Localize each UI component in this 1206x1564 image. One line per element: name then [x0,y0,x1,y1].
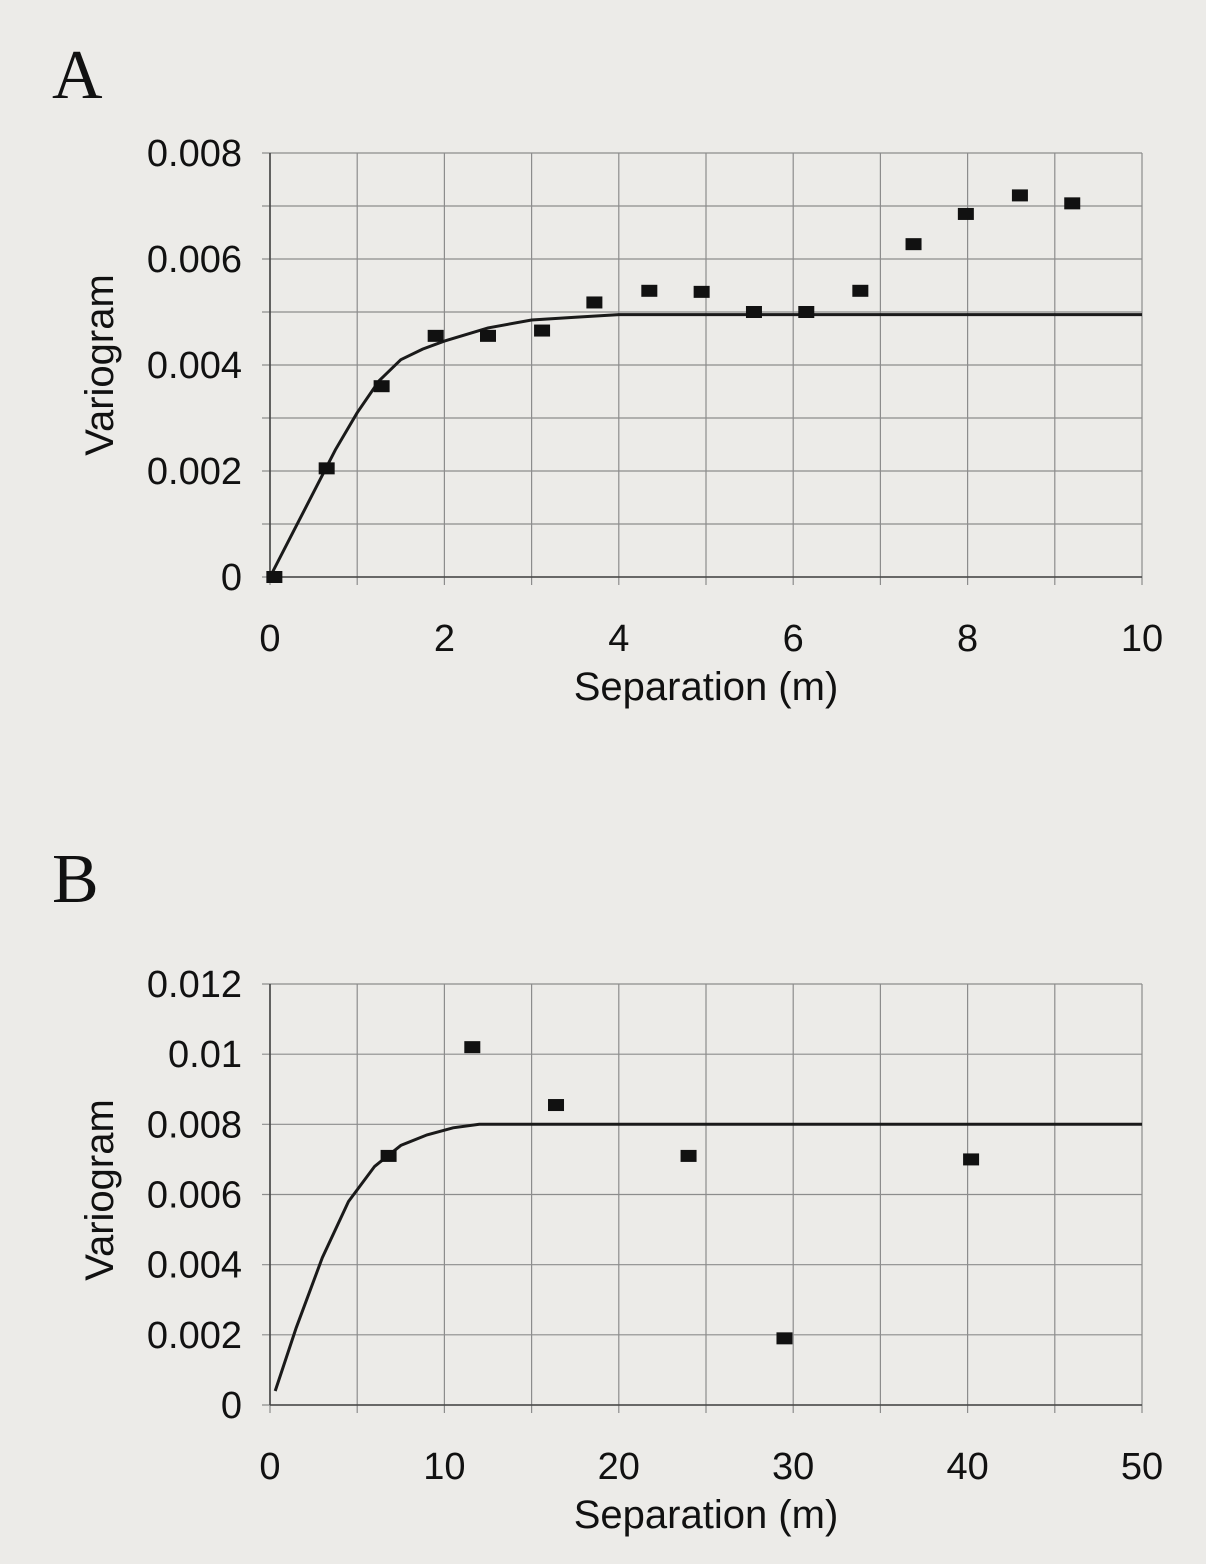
panel-a-x-tick-label: 10 [1121,618,1163,660]
panel-b-data-point [680,1149,697,1162]
panel-b-y-tick-label: 0.012 [147,964,242,1006]
panel-a-x-axis-title: Separation (m) [574,665,839,709]
panel-a-y-tick-label: 0 [221,557,242,599]
panel-a-data-point [480,329,496,342]
panel-a-data-point [1011,189,1028,202]
panel-b-y-tick-label: 0.006 [147,1175,242,1217]
panel-a-data-point [266,571,283,583]
panel-a: A 0 2 4 6 8 10 0 0.002 0.004 0.006 0.008 Separati… [52,37,1163,709]
panel-a-data-point [586,296,603,309]
panel-a-data-point [534,324,551,337]
panel-a-x-tick-label: 4 [608,618,629,660]
panel-b: B 0 10 20 30 40 50 00.0020.0040.0060.0080.010… [52,841,1163,1537]
panel-a-data-point [798,306,815,318]
panel-b-data-point [776,1332,793,1345]
panel-b-data-point [464,1041,481,1054]
panel-b-grid [262,983,1143,1413]
panel-b-points [380,1041,980,1345]
panel-b-y-tick-labels: 0 0.002 0.004 0.006 0.008 0.01 0.012 [147,964,242,1427]
panel-a-data-point [852,284,869,297]
panel-a-data-point [318,462,335,475]
panel-b-fit-line [273,1122,1142,1392]
panel-a-data-point [1064,197,1081,210]
panel-a-data-point [957,207,974,220]
panel-b-x-tick-label: 40 [946,1446,988,1488]
panel-b-y-tick-label: 0.01 [168,1034,242,1076]
panel-a-fit-line [268,313,1142,578]
panel-a-points [266,189,1081,583]
panel-a-y-tick-label: 0.006 [147,239,242,281]
panel-b-y-tick-label: 0 [221,1385,242,1427]
panel-a-fit-curve [268,313,1142,578]
panel-a-x-tick-label: 6 [783,618,804,660]
panel-a-data-point [905,238,922,251]
panel-a-data-point [427,329,444,342]
panel-b-data-point [548,1099,565,1112]
panel-a-y-tick-label: 0.002 [147,451,242,493]
panel-a-grid [262,152,1143,585]
panel-b-x-tick-label: 50 [1121,1446,1163,1488]
panel-b-y-axis-title: Variogram [78,1099,122,1281]
panel-b-data-point [963,1153,980,1166]
panel-b-fit-curve [273,1122,1142,1392]
panel-a-y-tick-label: 0.008 [147,133,242,175]
panel-b-y-tick-label: 0.004 [147,1245,242,1287]
panel-b-data-point [380,1149,397,1162]
panel-a-x-tick-label: 0 [259,618,280,660]
panel-b-x-tick-label: 20 [598,1446,640,1488]
panel-b-y-tick-label: 0.002 [147,1315,242,1357]
panel-a-y-tick-labels: 0 0.002 0.004 0.006 0.008 [147,133,242,599]
panel-a-data-point [693,285,710,298]
panel-b-x-tick-label: 10 [423,1446,465,1488]
panel-a-data-point [373,380,390,393]
panel-a-x-tick-label: 8 [957,618,978,660]
panel-a-x-tick-labels: 0 2 4 6 8 10 [259,618,1163,660]
panel-a-data-point [641,284,658,297]
panel-a-letter: A [52,37,103,114]
panel-b-x-tick-label: 0 [259,1446,280,1488]
panel-a-y-axis-title: Variogram [78,274,122,456]
panel-b-x-tick-labels: 0 10 20 30 40 50 [259,1446,1163,1488]
panel-b-x-axis-title: Separation (m) [574,1493,839,1537]
panel-a-data-point [745,306,762,318]
panel-a-y-tick-label: 0.004 [147,345,242,387]
panel-a-x-tick-label: 2 [434,618,455,660]
panel-b-x-tick-label: 30 [772,1446,814,1488]
panel-b-y-tick-label: 0.008 [147,1104,242,1146]
panel-b-letter: B [52,841,99,918]
